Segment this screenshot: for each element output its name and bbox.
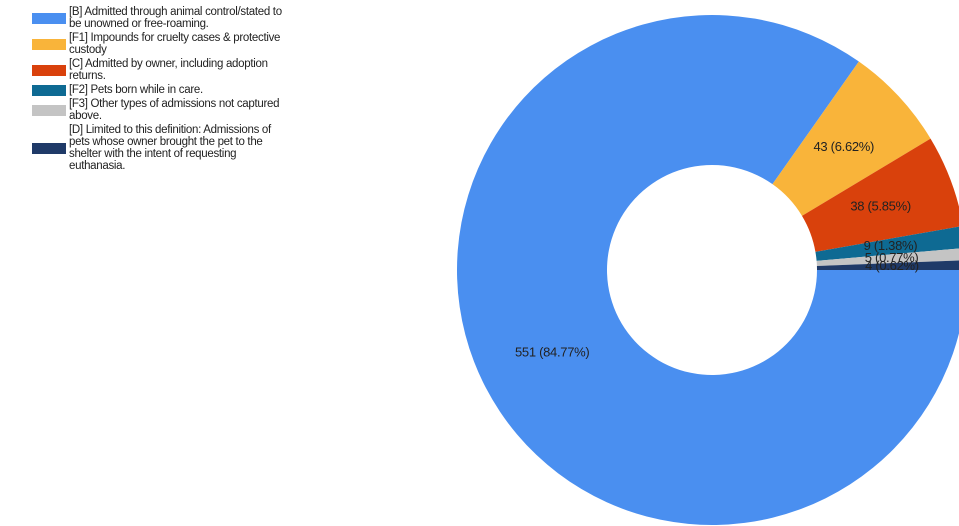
legend-swatch: [32, 64, 66, 76]
slice: [772, 61, 931, 216]
slice: [816, 260, 959, 270]
slice: [815, 226, 959, 261]
legend-label: [F1] Impounds for cruelty cases & protec…: [69, 32, 281, 56]
legend-item: [B] Admitted through animal control/stat…: [32, 6, 292, 30]
slice: [801, 138, 959, 252]
legend: [B] Admitted through animal control/stat…: [32, 6, 292, 174]
legend-item: [D] Limited to this definition: Admissio…: [32, 124, 292, 172]
legend-swatch: [32, 142, 66, 154]
slice-label: 4 (0.62%): [865, 258, 919, 273]
slice-label: 9 (1.38%): [864, 238, 918, 253]
slice: [457, 15, 959, 525]
legend-item: [F2] Pets born while in care.: [32, 84, 292, 96]
legend-swatch: [32, 38, 66, 50]
slice: [816, 248, 959, 266]
legend-swatch: [32, 84, 66, 96]
legend-swatch: [32, 104, 66, 116]
slice-label: 43 (6.62%): [814, 139, 875, 154]
legend-label: [F3] Other types of admissions not captu…: [69, 98, 280, 122]
legend-item: [F1] Impounds for cruelty cases & protec…: [32, 32, 292, 56]
slice-label: 551 (84.77%): [515, 344, 589, 359]
legend-swatch: [32, 12, 66, 24]
slice-label: 38 (5.85%): [850, 198, 911, 213]
legend-label: [F2] Pets born while in care.: [69, 84, 203, 96]
legend-label: [D] Limited to this definition: Admissio…: [69, 124, 271, 172]
legend-label: [C] Admitted by owner, including adoptio…: [69, 58, 268, 82]
legend-item: [F3] Other types of admissions not captu…: [32, 98, 292, 122]
legend-label: [B] Admitted through animal control/stat…: [69, 6, 282, 30]
legend-item: [C] Admitted by owner, including adoptio…: [32, 58, 292, 82]
slice-label: 5 (0.77%): [865, 250, 919, 265]
